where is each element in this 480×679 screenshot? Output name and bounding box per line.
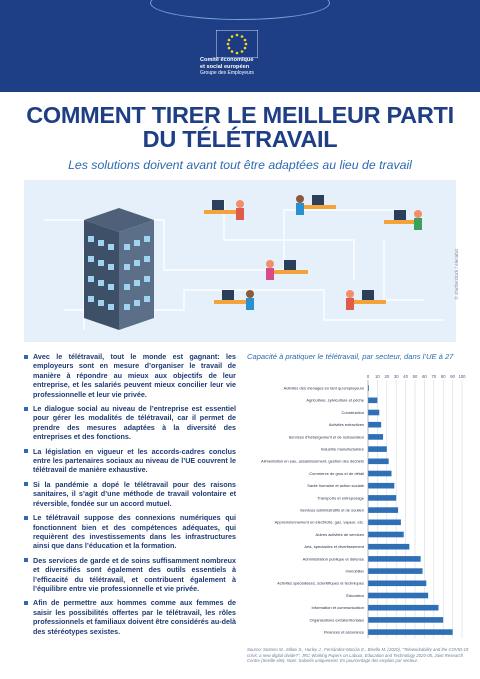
org-name: Comité économique et social européen Gro…: [200, 57, 320, 77]
telework-bar-chart: 0 10 20 30 40 50 60 70 80 90 100 Activités des ména…: [261, 374, 467, 639]
bar: [368, 556, 421, 562]
category-label: Finances et assurance: [324, 630, 365, 635]
title-line-2: DU TÉLÉTRAVAIL: [142, 126, 338, 152]
x-tick-label: 40: [403, 374, 408, 379]
x-tick-label: 10: [375, 374, 380, 379]
category-label: Organisations extraterritoriales: [310, 617, 364, 622]
x-tick-label: 50: [413, 374, 418, 379]
x-tick-label: 30: [394, 374, 399, 379]
chart-title: Capacité à pratiquer le télétravail, par…: [247, 352, 454, 361]
list-item: Le dialogue social au niveau de l’entrep…: [24, 404, 236, 442]
category-label: Alimentation en eau, assainissement, ges…: [261, 459, 364, 464]
bar: [368, 495, 397, 501]
category-label: Éducation: [346, 593, 364, 598]
bar: [368, 446, 387, 452]
bullet-list: Avec le télétravail, tout le monde est g…: [24, 352, 236, 641]
list-item: Des services de garde et de soins suffis…: [24, 556, 236, 594]
category-label: Administration publique et défense: [303, 556, 365, 561]
bar: [368, 531, 404, 538]
bar: [368, 519, 401, 526]
org-group: Groupe des Employeurs: [200, 70, 254, 77]
x-tick-label: 60: [422, 374, 427, 379]
x-tick-label: 100: [459, 374, 467, 379]
org-line-1: Comité économique: [200, 57, 254, 63]
category-label: Activités extractives: [329, 422, 364, 427]
category-label: Santé humaine et action sociale: [307, 483, 364, 488]
decorative-arc: [150, 0, 330, 20]
x-tick-label: 90: [450, 374, 455, 379]
page-title: COMMENT TIRER LE MEILLEUR PARTI DU TÉLÉT…: [0, 103, 480, 151]
bar: [368, 470, 392, 477]
bar: [368, 458, 389, 465]
x-tick-label: 80: [441, 374, 446, 379]
header-band: Comité économique et social européen Gro…: [0, 0, 480, 92]
category-label: Agriculture, sylviculture et pêche: [306, 398, 364, 403]
category-label: Immobilier: [346, 569, 365, 574]
category-label: Activités des ménages en tant qu’employe…: [284, 386, 365, 391]
x-tick-label: 70: [431, 374, 436, 379]
category-label: Commerce de gros et de détail: [309, 471, 364, 476]
bar: [368, 434, 384, 440]
category-label: Autres activités de services: [316, 532, 364, 537]
x-tick-label: 0: [367, 374, 370, 379]
category-label: Approvisionnement en électricité, gaz, v…: [275, 520, 364, 525]
bar: [368, 592, 429, 599]
category-label: Services d’hébergement et de restauratio…: [289, 434, 364, 439]
list-item: Si la pandémie a dopé le télétravail pou…: [24, 480, 236, 508]
org-line-2: et social européen: [200, 63, 250, 70]
category-label: Information et communication: [312, 605, 364, 610]
bar: [368, 568, 423, 574]
bar: [368, 397, 378, 404]
chart-source: Source: Sostero M., Milasi S., Hurley J.…: [247, 647, 469, 663]
category-label: Construction: [342, 410, 364, 415]
bar: [368, 580, 427, 587]
category-label: Arts, spectacles et divertissement: [304, 544, 364, 549]
bar: [368, 421, 382, 428]
bar: [368, 604, 439, 611]
category-label: Industrie manufacturière: [321, 447, 365, 452]
list-item: Le télétravail suppose des connexions nu…: [24, 513, 236, 551]
title-line-1: COMMENT TIRER LE MEILLEUR PARTI: [26, 102, 454, 128]
image-credit: © shutterstock / elenabsl: [454, 249, 459, 300]
category-label: Transports et entreposage: [317, 495, 365, 500]
eesc-logo-icon: [216, 30, 258, 58]
bar: [368, 629, 453, 635]
category-label: Activités spécialisées, scientifiques et…: [277, 581, 364, 586]
list-item: Avec le télétravail, tout le monde est g…: [24, 352, 236, 399]
office-building: [84, 208, 154, 330]
bar: [368, 543, 410, 550]
bar: [368, 507, 399, 513]
bar: [368, 482, 395, 489]
list-item: La législation en vigueur et les accords…: [24, 447, 236, 475]
category-label: Services administratifs et de soutien: [300, 508, 364, 513]
page-subtitle: Les solutions doivent avant tout être ad…: [68, 158, 412, 172]
bar: [368, 385, 369, 391]
x-tick-label: 20: [384, 374, 389, 379]
bar: [368, 409, 380, 416]
desk-icons: [204, 195, 422, 310]
bar: [368, 617, 444, 623]
list-item: Afin de permettre aux hommes comme aux f…: [24, 598, 236, 636]
telework-illustration: [24, 180, 456, 342]
